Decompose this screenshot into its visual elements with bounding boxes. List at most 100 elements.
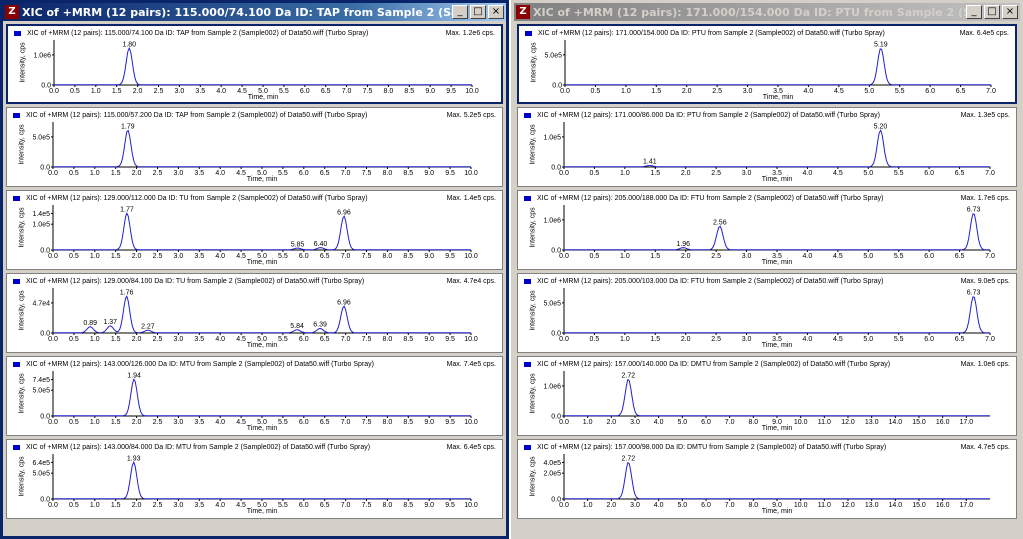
panel-header-text: XIC of +MRM (12 pairs): 115.000/57.200 D…	[26, 112, 368, 119]
y-tick-label: 5.0e5	[32, 471, 50, 478]
x-tick-label: 6.0	[300, 88, 310, 95]
xic-panel[interactable]: XIC of +MRM (12 pairs): 171.000/86.000 D…	[517, 107, 1017, 187]
xic-trace-line	[53, 295, 471, 334]
chromatogram-plot[interactable]: 0.0 0.5 1.0 1.5 2.0 2.5 3.0 3.5 4.0 4.5 5.0 5.5 6.0 6…	[7, 357, 509, 437]
x-tick-label: 5.5	[278, 170, 288, 177]
panel-header: XIC of +MRM (12 pairs): 205.000/188.000 …	[524, 194, 1010, 204]
xic-panel[interactable]: XIC of +MRM (12 pairs): 157.000/98.000 D…	[517, 439, 1017, 519]
x-tick-label: 10.0	[464, 502, 478, 509]
x-tick-label: 11.0	[818, 419, 831, 426]
x-tick-label: 17.0	[960, 502, 974, 509]
panel-header: XIC of +MRM (12 pairs): 129.000/112.000 …	[13, 194, 496, 204]
x-tick-label: 2.5	[153, 502, 163, 509]
x-tick-label: 2.5	[712, 88, 722, 95]
x-tick-label: 1.5	[111, 170, 121, 177]
x-tick-label: 7.0	[985, 253, 995, 260]
analyst-app-icon[interactable]: Z	[5, 5, 19, 19]
xic-panel[interactable]: XIC of +MRM (12 pairs): 129.000/84.100 D…	[6, 273, 503, 353]
x-tick-label: 7.0	[341, 336, 351, 343]
maximize-button[interactable]: □	[984, 5, 1000, 19]
xic-panel[interactable]: XIC of +MRM (12 pairs): 205.000/103.000 …	[517, 273, 1017, 353]
x-tick-label: 16.0	[936, 502, 950, 509]
chromatogram-plot[interactable]: 0.0 0.5 1.0 1.5 2.0 2.5 3.0 3.5 4.0 4.5 5.0 5.5 6.0 6…	[7, 108, 509, 188]
chromatogram-plot[interactable]: 0.0 0.5 1.0 1.5 2.0 2.5 3.0 3.5 4.0 4.5 5.0 5.5 6.0 6…	[519, 26, 1023, 106]
peak-rt-label: 2.56	[713, 219, 727, 226]
peak-rt-label: 5.84	[290, 323, 304, 330]
x-tick-label: 0.5	[590, 336, 600, 343]
x-tick-label: 1.5	[111, 336, 121, 343]
x-tick-label: 4.0	[216, 88, 226, 95]
x-tick-label: 9.0	[424, 419, 434, 426]
x-tick-label: 1.0	[90, 419, 100, 426]
x-tick-label: 13.0	[865, 419, 879, 426]
xic-trace-line	[564, 213, 990, 251]
left-window-titlebar[interactable]: Z XIC of +MRM (12 pairs): 115.000/74.100…	[3, 3, 506, 21]
x-tick-label: 15.0	[912, 419, 926, 426]
x-tick-label: 10.0	[794, 502, 808, 509]
x-tick-label: 7.5	[362, 253, 372, 260]
x-tick-label: 1.0	[90, 502, 100, 509]
x-tick-label: 5.0	[677, 419, 687, 426]
peak-rt-label: 6.96	[337, 209, 351, 216]
chromatogram-plot[interactable]: 0.0 0.5 1.0 1.5 2.0 2.5 3.0 3.5 4.0 4.5 5.0 5.5 6.0 6…	[518, 274, 1023, 354]
series-swatch-icon	[13, 361, 20, 367]
x-tick-label: 9.0	[424, 170, 434, 177]
y-tick-label: 0.0	[40, 165, 50, 172]
x-tick-label: 3.5	[772, 170, 782, 177]
chromatogram-plot[interactable]: 0.0 1.0 2.0 3.0 4.0 5.0 6.0 7.0 8.0 9.0 10.0 11.0 12…	[518, 357, 1023, 437]
peak-rt-label: 1.76	[120, 289, 134, 296]
panel-header-text: XIC of +MRM (12 pairs): 157.000/98.000 D…	[537, 444, 887, 451]
x-tick-label: 7.0	[985, 336, 995, 343]
panel-header: XIC of +MRM (12 pairs): 115.000/57.200 D…	[13, 111, 496, 121]
x-tick-label: 1.0	[620, 170, 630, 177]
chromatogram-plot[interactable]: 0.0 0.5 1.0 1.5 2.0 2.5 3.0 3.5 4.0 4.5 5.0 5.5 6.0 6…	[7, 274, 509, 354]
x-tick-label: 7.0	[725, 419, 735, 426]
x-tick-label: 2.0	[682, 88, 692, 95]
x-tick-label: 2.0	[132, 336, 142, 343]
peak-rt-label: 5.20	[874, 123, 888, 130]
chromatogram-plot[interactable]: 0.0 0.5 1.0 1.5 2.0 2.5 3.0 3.5 4.0 4.5 5.0 5.5 6.0 6…	[518, 108, 1023, 188]
right-chromatogram-window[interactable]: Z XIC of +MRM (12 pairs): 171.000/154.00…	[511, 0, 1023, 539]
x-tick-label: 0.0	[559, 419, 569, 426]
right-panel-stack: XIC of +MRM (12 pairs): 171.000/154.000 …	[517, 24, 1017, 533]
xic-panel[interactable]: XIC of +MRM (12 pairs): 143.000/84.000 D…	[6, 439, 503, 519]
x-tick-label: 9.5	[445, 419, 455, 426]
chromatogram-plot[interactable]: 0.0 0.5 1.0 1.5 2.0 2.5 3.0 3.5 4.0 4.5 5.0 5.5 6.0 6…	[7, 440, 509, 520]
xic-panel[interactable]: XIC of +MRM (12 pairs): 129.000/112.000 …	[6, 190, 503, 270]
xic-panel[interactable]: XIC of +MRM (12 pairs): 157.000/140.000 …	[517, 356, 1017, 436]
x-tick-label: 9.5	[445, 502, 455, 509]
peak-rt-label: 1.80	[122, 41, 136, 48]
left-chromatogram-window[interactable]: Z XIC of +MRM (12 pairs): 115.000/74.100…	[0, 0, 509, 539]
maximize-button[interactable]: □	[470, 5, 486, 19]
x-tick-label: 10.0	[464, 336, 478, 343]
x-tick-label: 3.5	[773, 88, 783, 95]
chromatogram-plot[interactable]: 0.0 0.5 1.0 1.5 2.0 2.5 3.0 3.5 4.0 4.5 5.0 5.5 6.0 6…	[8, 26, 509, 106]
minimize-button[interactable]: _	[966, 5, 982, 19]
x-tick-label: 4.5	[236, 502, 246, 509]
panel-header-text: XIC of +MRM (12 pairs): 143.000/126.000 …	[26, 361, 375, 368]
close-button[interactable]: ×	[1002, 5, 1018, 19]
y-tick-label: 5.0e5	[32, 134, 50, 141]
x-tick-label: 7.0	[341, 419, 351, 426]
x-tick-label: 1.5	[111, 419, 121, 426]
x-tick-label: 6.5	[956, 88, 966, 95]
chromatogram-plot[interactable]: 0.0 1.0 2.0 3.0 4.0 5.0 6.0 7.0 8.0 9.0 10.0 11.0 12…	[518, 440, 1023, 520]
x-tick-label: 3.0	[630, 502, 640, 509]
chromatogram-plot[interactable]: 0.0 0.5 1.0 1.5 2.0 2.5 3.0 3.5 4.0 4.5 5.0 5.5 6.0 6…	[518, 191, 1023, 271]
analyst-app-icon[interactable]: Z	[516, 5, 530, 19]
x-tick-label: 4.0	[803, 170, 813, 177]
xic-panel[interactable]: XIC of +MRM (12 pairs): 115.000/57.200 D…	[6, 107, 503, 187]
x-tick-label: 0.5	[591, 88, 601, 95]
right-window-titlebar[interactable]: Z XIC of +MRM (12 pairs): 171.000/154.00…	[514, 3, 1020, 21]
x-tick-label: 14.0	[889, 502, 903, 509]
xic-panel[interactable]: XIC of +MRM (12 pairs): 115.000/74.100 D…	[6, 24, 503, 104]
xic-panel[interactable]: XIC of +MRM (12 pairs): 143.000/126.000 …	[6, 356, 503, 436]
panel-header-text: XIC of +MRM (12 pairs): 205.000/188.000 …	[537, 195, 884, 202]
xic-panel[interactable]: XIC of +MRM (12 pairs): 205.000/188.000 …	[517, 190, 1017, 270]
xic-panel[interactable]: XIC of +MRM (12 pairs): 171.000/154.000 …	[517, 24, 1017, 104]
x-tick-label: 0.5	[69, 502, 79, 509]
chromatogram-plot[interactable]: 0.0 0.5 1.0 1.5 2.0 2.5 3.0 3.5 4.0 4.5 5.0 5.5 6.0 6…	[7, 191, 509, 271]
close-button[interactable]: ×	[488, 5, 504, 19]
x-tick-label: 2.0	[681, 336, 691, 343]
minimize-button[interactable]: _	[452, 5, 468, 19]
